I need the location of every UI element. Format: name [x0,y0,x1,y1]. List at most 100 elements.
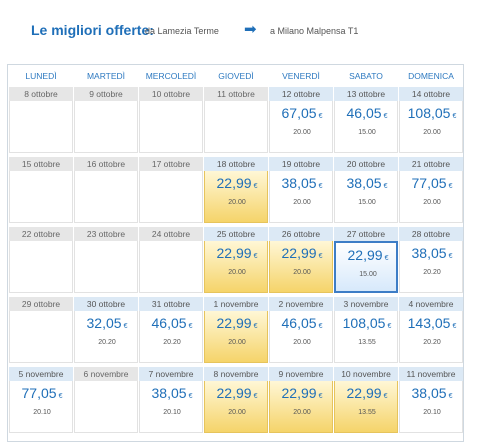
day-fare-box [9,171,73,223]
fare-day-cell[interactable]: 11 novembre 38,05 €20.10 [399,367,463,433]
unavailable-day-cell: 23 ottobre [74,227,138,293]
fare-day-cell[interactable]: 3 novembre 108,05 €13.55 [334,297,398,363]
currency-symbol: € [384,255,389,262]
day-date-label: 6 novembre [74,367,138,381]
unavailable-day-cell: 29 ottobre [9,297,73,363]
fare-price: 67,05 € [270,105,334,121]
weekday-label: VENERDÌ [282,71,320,81]
day-fare-box: 143,05 €20.20 [399,311,463,363]
fare-amount: 77,05 [411,175,447,191]
fare-price: 22,99 € [205,315,269,331]
fare-price: 22,99 € [335,385,399,401]
day-fare-box [74,381,138,433]
day-date-label: 19 ottobre [269,157,333,171]
fare-day-cell[interactable]: 20 ottobre 38,05 €15.00 [334,157,398,223]
origin-label: da Lamezia Terme [145,26,219,36]
fare-price: 22,99 € [270,385,334,401]
currency-symbol: € [387,323,392,330]
departure-time: 13.55 [358,339,376,346]
day-date-label: 26 ottobre [269,227,333,241]
day-date-label: 21 ottobre [399,157,463,171]
day-fare-box [74,171,138,223]
weekday-label: LUNEDÌ [25,71,57,81]
day-fare-box: 22,99 €20.00 [204,241,268,293]
day-date-label: 14 ottobre [399,87,463,101]
currency-symbol: € [188,393,193,400]
departure-time: 20.00 [228,409,246,416]
currency-symbol: € [58,393,63,400]
fare-amount: 22,99 [216,315,252,331]
unavailable-day-cell: 9 ottobre [74,87,138,153]
day-fare-box: 67,05 € 20.00 [269,101,333,153]
day-date-label: 24 ottobre [139,227,203,241]
fare-day-cell[interactable]: 25 ottobre 22,99 €20.00 [204,227,268,293]
fare-day-cell[interactable]: 13 ottobre 46,05 €15.00 [334,87,398,153]
fare-day-cell[interactable]: 10 novembre 22,99 €13.55 [334,367,398,433]
offers-title: Le migliori offerte: [31,22,154,38]
fare-day-cell[interactable]: 30 ottobre 32,05 €20.20 [74,297,138,363]
fare-day-cell[interactable]: 5 novembre 77,05 €20.10 [9,367,73,433]
fare-price: 143,05 € [400,315,464,331]
departure-time: 20.00 [423,129,441,136]
currency-symbol: € [318,183,323,190]
fare-day-cell[interactable]: 27 ottobre 22,99 €15.00 [334,227,398,293]
fare-price: 22,99 € [336,247,400,263]
day-date-label: 22 ottobre [9,227,73,241]
fare-day-cell[interactable]: 31 ottobre 46,05 €20.20 [139,297,203,363]
fare-day-cell[interactable]: 4 novembre 143,05 €20.20 [399,297,463,363]
fare-price: 22,99 € [205,385,269,401]
departure-time: 20.00 [293,339,311,346]
departure-time: 20.10 [423,409,441,416]
day-date-label: 30 ottobre [74,297,138,311]
fare-amount: 22,99 [346,385,382,401]
fare-amount: 38,05 [346,175,382,191]
day-fare-box: 38,05 €20.10 [139,381,203,433]
day-date-label: 1 novembre [204,297,268,311]
fare-day-cell[interactable]: 21 ottobre 77,05 €20.00 [399,157,463,223]
day-date-label: 23 ottobre [74,227,138,241]
fare-day-cell[interactable]: 26 ottobre 22,99 €20.00 [269,227,333,293]
departure-time: 20.00 [228,199,246,206]
currency-symbol: € [448,253,453,260]
day-fare-box: 22,99 €20.00 [204,311,268,363]
fare-day-cell[interactable]: 18 ottobre 22,99 €20.00 [204,157,268,223]
day-fare-box: 32,05 €20.20 [74,311,138,363]
fare-price: 22,99 € [205,245,269,261]
fare-day-cell[interactable]: 19 ottobre 38,05 €20.00 [269,157,333,223]
fare-day-cell[interactable]: 9 novembre 22,99 €20.00 [269,367,333,433]
fare-day-cell[interactable]: 2 novembre 46,05 €20.00 [269,297,333,363]
day-date-label: 9 ottobre [74,87,138,101]
day-date-label: 5 novembre [9,367,73,381]
currency-symbol: € [448,183,453,190]
currency-symbol: € [253,253,258,260]
currency-symbol: € [452,323,457,330]
day-date-label: 11 ottobre [204,87,268,101]
day-date-label: 20 ottobre [334,157,398,171]
fare-amount: 46,05 [151,315,187,331]
day-fare-box [74,241,138,293]
fare-day-cell[interactable]: 7 novembre 38,05 €20.10 [139,367,203,433]
fare-price: 46,05 € [335,105,399,121]
day-fare-box: 46,05 €20.20 [139,311,203,363]
day-fare-box: 77,05 €20.10 [9,381,73,433]
day-fare-box: 22,99 €20.00 [204,171,268,223]
day-date-label: 10 ottobre [139,87,203,101]
fare-amount: 77,05 [21,385,57,401]
fare-day-cell[interactable]: 14 ottobre 108,05 €20.00 [399,87,463,153]
departure-time: 20.00 [293,409,311,416]
fare-day-cell[interactable]: 28 ottobre 38,05 €20.20 [399,227,463,293]
departure-time: 20.00 [293,129,311,136]
currency-symbol: € [253,323,258,330]
fare-day-cell[interactable]: 8 novembre 22,99 €20.00 [204,367,268,433]
destination-label: a Milano Malpensa T1 [270,26,359,36]
day-date-label: 18 ottobre [204,157,268,171]
day-fare-box: 46,05 €20.00 [269,311,333,363]
fare-day-cell[interactable]: 1 novembre 22,99 €20.00 [204,297,268,363]
day-date-label: 12 ottobre [269,87,333,101]
fare-price: 77,05 € [400,175,464,191]
day-date-label: 16 ottobre [74,157,138,171]
fare-amount: 108,05 [342,315,386,331]
fare-day-cell[interactable]: 12 ottobre 67,05 € 20.00 [269,87,333,153]
day-fare-box [139,101,203,153]
unavailable-day-cell: 16 ottobre [74,157,138,223]
